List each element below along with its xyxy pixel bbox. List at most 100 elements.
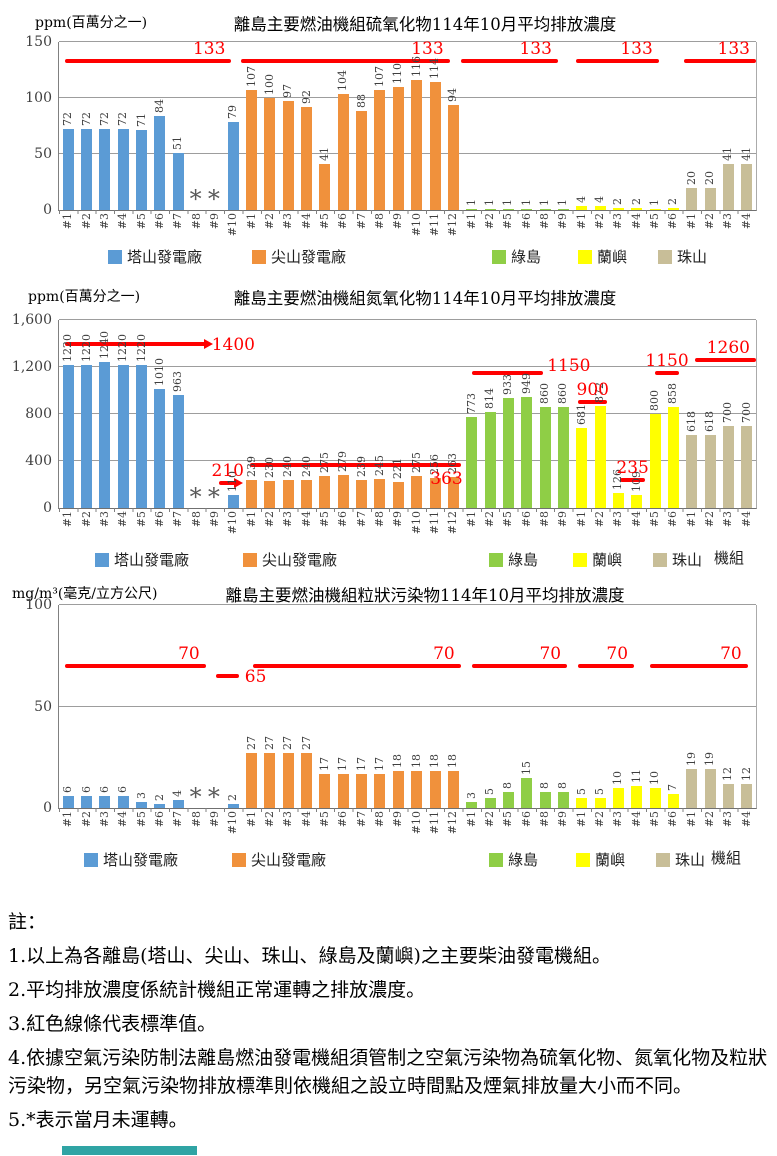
bar xyxy=(576,427,588,508)
x-axis-category-label: #3 xyxy=(281,511,295,528)
bar xyxy=(484,208,496,210)
bar-value-label: 6 xyxy=(97,785,111,793)
standard-value-line xyxy=(471,370,544,375)
nox-chart: ppm(百萬分之一) 離島主要燃油機組氮氧化物114年10月平均排放濃度 0 40… xyxy=(0,284,777,580)
bar-value-label: 1 xyxy=(501,198,515,206)
legend-swatch xyxy=(252,249,266,264)
plot-area: 0 50 100 #1 6 #2 6 #3 6 #4 6 #5 3 #6 2 #7 4 #8 * #9 * #10 2 #1 2… xyxy=(25,597,757,834)
x-axis-category-label: #1 xyxy=(61,511,75,528)
bar xyxy=(154,803,166,808)
not-operating-asterisk: * xyxy=(189,185,202,213)
standard-value-label: 70 xyxy=(606,643,629,664)
bar xyxy=(356,111,368,210)
x-axis-category-label: #9 xyxy=(391,811,405,828)
standard-value-line xyxy=(64,341,206,346)
standard-value-line xyxy=(249,463,461,468)
bar-value-label: 1220 xyxy=(79,333,93,362)
legend-swatch xyxy=(84,852,98,867)
bar-value-label: 239 xyxy=(244,455,258,477)
standard-value-label: 70 xyxy=(433,643,455,664)
bar xyxy=(594,405,606,508)
y-axis-tick-label: 100 xyxy=(25,90,52,107)
bar xyxy=(704,435,716,508)
x-axis-category-label: #1 xyxy=(61,213,75,230)
legend-label: 塔山發電廠 xyxy=(114,551,190,569)
bar xyxy=(667,793,679,808)
bar xyxy=(356,773,368,808)
x-axis-category-label: #9 xyxy=(556,213,570,230)
standard-value-label: 70 xyxy=(178,643,200,664)
bar-value-label: 240 xyxy=(281,455,295,477)
x-axis-category-label: #1 xyxy=(244,213,258,230)
gridline xyxy=(59,319,756,320)
standard-value-line xyxy=(460,59,558,64)
x-axis-ticks xyxy=(59,508,756,512)
bar-value-label: 860 xyxy=(538,382,552,404)
bar-value-label: 12 xyxy=(721,766,735,781)
x-axis-category-label: #5 xyxy=(501,811,515,828)
bar xyxy=(136,364,148,508)
x-axis-category-label: #4 xyxy=(739,811,753,828)
bar xyxy=(466,417,478,508)
bar-value-label: 27 xyxy=(299,736,313,751)
bar xyxy=(337,93,349,210)
x-axis-category-label: #2 xyxy=(483,811,497,828)
x-axis-category-label: #8 xyxy=(372,811,386,828)
x-axis-category-label: #6 xyxy=(152,811,166,828)
x-axis-category-label: #3 xyxy=(611,213,625,230)
sox-chart: ppm(百萬分之一) 離島主要燃油機組硫氧化物114年10月平均排放濃度 0 50… xyxy=(0,10,777,285)
bar-value-label: 1220 xyxy=(116,333,130,362)
bar xyxy=(246,479,258,508)
bar-value-label: 94 xyxy=(446,87,460,102)
x-axis-category-label: #8 xyxy=(538,511,552,528)
x-axis-category-label: #9 xyxy=(207,213,221,230)
bar xyxy=(411,475,423,508)
bar xyxy=(392,482,404,508)
bar xyxy=(264,480,276,508)
legend-label: 塔山發電廠 xyxy=(127,248,203,266)
bar xyxy=(502,208,514,210)
bar-value-label: 963 xyxy=(171,370,185,392)
x-axis-category-label: #5 xyxy=(648,511,662,528)
bar-value-label: 700 xyxy=(721,401,735,423)
bar-value-label: 6 xyxy=(61,785,75,793)
x-axis-category-label: #6 xyxy=(666,213,680,230)
gridline xyxy=(59,604,756,605)
bar-value-label: 814 xyxy=(483,388,497,410)
legend-swatch xyxy=(578,249,592,264)
bar-value-label: 7 xyxy=(666,783,680,791)
bar-value-label: 10 xyxy=(611,770,625,785)
bar-value-label: 6 xyxy=(79,785,93,793)
x-axis-category-label: #6 xyxy=(519,811,533,828)
bar xyxy=(539,791,551,808)
gridline xyxy=(59,366,756,367)
legend: 塔山發電廠 尖山發電廠 綠島 蘭嶼 珠山 xyxy=(0,246,777,266)
bar xyxy=(136,130,148,210)
bar xyxy=(631,495,643,508)
standard-value-label: 210 xyxy=(211,461,244,482)
bar-value-label: 27 xyxy=(244,736,258,751)
bar-value-label: 2 xyxy=(666,197,680,205)
x-axis-category-label: #3 xyxy=(97,213,111,230)
standard-value-line xyxy=(576,59,659,64)
x-axis-category-label: #1 xyxy=(684,511,698,528)
x-axis-category-label: #9 xyxy=(556,511,570,528)
y-axis-tick-label: 0 xyxy=(43,500,52,516)
bar-value-label: 72 xyxy=(116,112,130,127)
bar xyxy=(704,769,716,808)
bar-value-label: 2 xyxy=(611,197,625,205)
bar-value-label: 11 xyxy=(629,768,643,783)
x-axis-category-label: #9 xyxy=(391,511,405,528)
y-axis-tick-label: 150 xyxy=(25,34,52,50)
gridline xyxy=(59,413,756,414)
legend-item: 珠山 xyxy=(653,549,702,570)
bar xyxy=(612,787,624,808)
x-axis-category-label: #2 xyxy=(262,511,276,528)
bar-value-label: 17 xyxy=(336,756,350,771)
chart-title: 離島主要燃油機組硫氧化物114年10月平均排放濃度 xyxy=(233,15,617,34)
bar-value-label: 41 xyxy=(721,147,735,162)
y-axis-tick-label: 0 xyxy=(43,202,52,218)
bar-value-label: 19 xyxy=(684,752,698,767)
bar xyxy=(466,208,478,210)
x-axis-category-label: #6 xyxy=(666,511,680,528)
